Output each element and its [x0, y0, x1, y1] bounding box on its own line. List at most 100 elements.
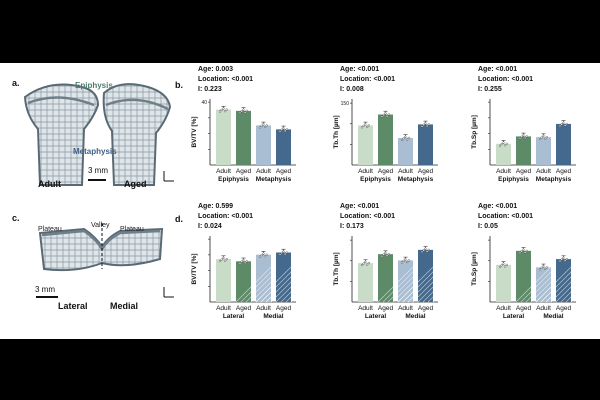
- x-category-label: Aged: [418, 168, 434, 175]
- data-point: [545, 266, 548, 269]
- data-point: [225, 258, 228, 261]
- x-category-label: Aged: [516, 305, 532, 312]
- panel-label-c: c.: [12, 213, 20, 223]
- data-point: [384, 112, 387, 115]
- data-point: [522, 248, 525, 251]
- x-category-label: Adult: [496, 305, 511, 312]
- stat-line: I: 0.008: [340, 86, 364, 93]
- bar-hatch: [235, 254, 284, 303]
- x-group-label: Metaphysis: [256, 176, 292, 183]
- data-point: [280, 251, 283, 254]
- valley-label: Valley: [91, 222, 110, 229]
- data-point: [263, 255, 267, 258]
- bar: [556, 123, 571, 165]
- data-point: [523, 251, 527, 254]
- bar-hatch: [565, 287, 580, 303]
- x-category-label: Aged: [378, 305, 394, 312]
- data-point: [502, 141, 505, 144]
- data-point: [498, 144, 502, 147]
- x-category-label: Adult: [398, 168, 413, 175]
- data-point: [385, 114, 389, 118]
- data-point: [525, 249, 528, 252]
- data-point: [242, 259, 245, 262]
- stat-line: Age: <0.001: [340, 203, 380, 210]
- data-point: [360, 263, 364, 267]
- data-point: [242, 108, 245, 111]
- x-category-label: Adult: [216, 168, 231, 175]
- data-point: [420, 250, 424, 253]
- panel-label-d: d.: [175, 214, 183, 224]
- stat-line: Age: 0.003: [198, 66, 234, 73]
- data-point: [405, 260, 409, 264]
- figure-panel: a. b. c. d. Epiphysis Metaphysis Adult A…: [0, 63, 600, 339]
- bar: [276, 252, 291, 302]
- data-point: [258, 255, 262, 258]
- x-category-label: Aged: [556, 305, 572, 312]
- data-point: [422, 249, 425, 252]
- data-point: [543, 137, 547, 140]
- bar-hatch: [540, 262, 580, 303]
- lateral-image-label: Lateral: [58, 301, 88, 311]
- x-group-label: Lateral: [503, 313, 525, 320]
- data-point: [384, 251, 387, 255]
- data-point: [404, 135, 407, 138]
- data-point: [265, 124, 268, 127]
- x-category-label: Adult: [358, 168, 373, 175]
- bar-hatch: [570, 292, 580, 303]
- data-point: [238, 262, 242, 265]
- data-point: [240, 260, 243, 263]
- data-point: [218, 110, 222, 113]
- data-point: [263, 125, 267, 129]
- data-point: [538, 268, 542, 271]
- data-point: [222, 107, 225, 110]
- data-point: [427, 248, 430, 251]
- x-group-label: Medial: [263, 313, 283, 320]
- y-axis-label: Tb.Sp [µm]: [471, 115, 478, 149]
- stat-line: Location: <0.001: [478, 213, 534, 220]
- data-point: [563, 259, 567, 262]
- data-point: [220, 258, 223, 261]
- y-axis-label: Tb.Th [µm]: [333, 252, 340, 285]
- data-point: [565, 122, 568, 126]
- data-point: [424, 122, 427, 125]
- bar-hatch: [270, 272, 300, 303]
- data-point: [560, 123, 563, 126]
- bar: [536, 137, 551, 165]
- data-point: [402, 137, 405, 140]
- bar: [236, 261, 251, 302]
- bar: [378, 114, 393, 165]
- panel-label-b: b.: [175, 80, 183, 90]
- data-point: [260, 124, 263, 127]
- data-point: [240, 110, 243, 113]
- x-category-label: Aged: [378, 168, 394, 175]
- bar-hatch: [275, 277, 300, 303]
- orientation-axes-a: [163, 171, 174, 182]
- data-point: [285, 128, 288, 131]
- stat-line: Location: <0.001: [340, 213, 396, 220]
- data-point: [367, 261, 370, 265]
- bar: [516, 250, 531, 302]
- bar: [418, 124, 433, 165]
- scale-label-c: 3 mm: [35, 285, 55, 294]
- data-point: [540, 136, 543, 139]
- bar-hatch: [382, 260, 425, 303]
- data-point: [364, 123, 367, 126]
- bar: [496, 264, 511, 302]
- data-point: [245, 109, 248, 112]
- tibial-plateau-image: [38, 223, 164, 272]
- x-category-label: Adult: [358, 305, 373, 312]
- data-point: [380, 255, 384, 258]
- data-point: [243, 261, 247, 264]
- data-point: [502, 262, 505, 265]
- x-category-label: Aged: [236, 168, 252, 175]
- x-group-label: Epiphysis: [498, 176, 529, 183]
- bar-hatch: [550, 272, 580, 303]
- bar-hatch: [555, 277, 580, 303]
- bar: [358, 125, 373, 165]
- bar-hatch: [535, 258, 580, 303]
- bar-hatch: [285, 287, 300, 303]
